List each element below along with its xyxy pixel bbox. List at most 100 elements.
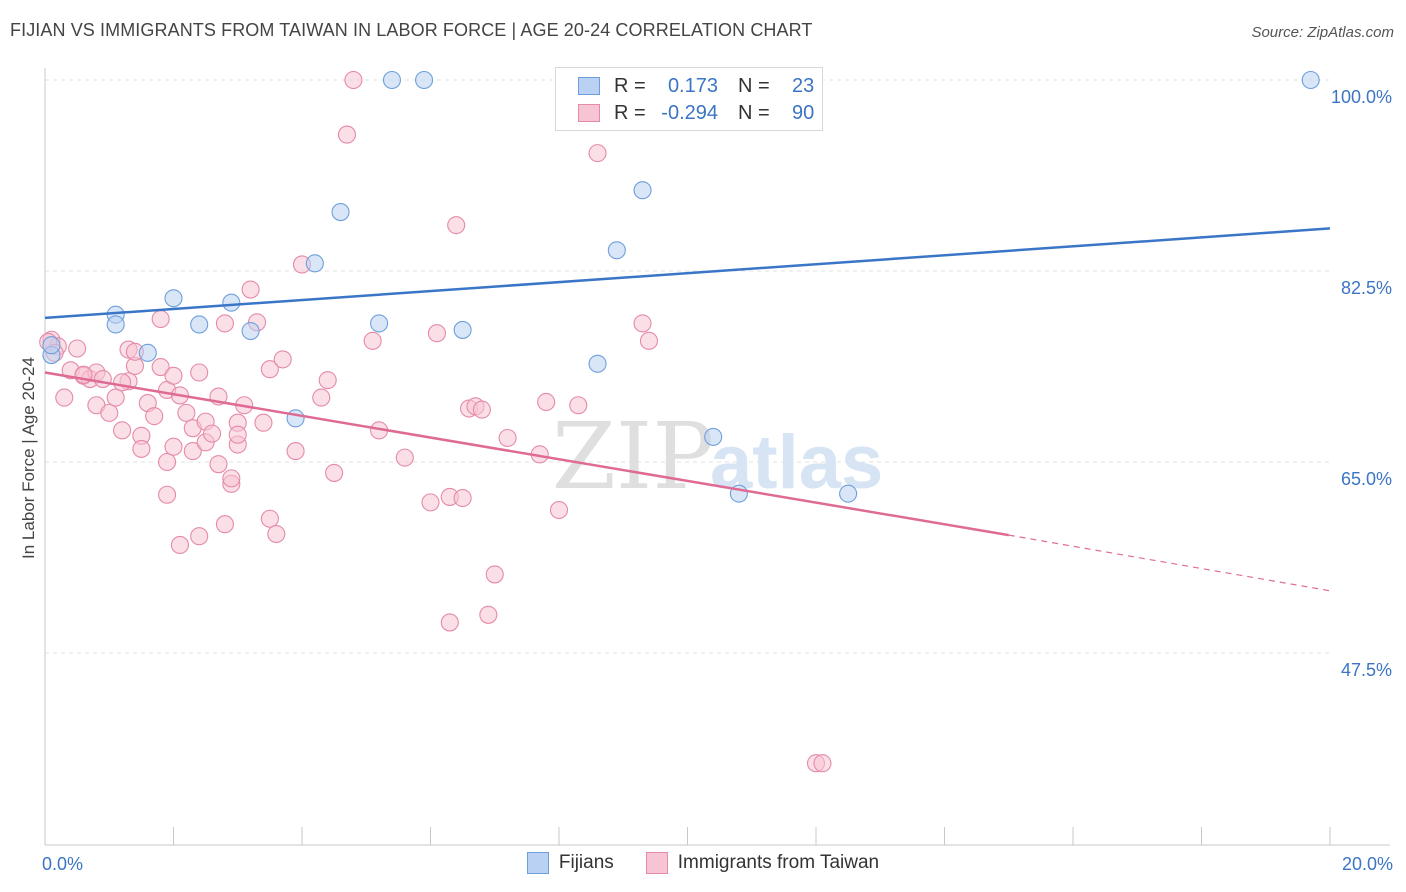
watermark-zip: ZIP (552, 403, 714, 510)
fijian-point (164, 289, 183, 308)
taiwan-point (260, 509, 279, 528)
legend-n-label: N = (738, 74, 770, 97)
taiwan-point (158, 485, 177, 504)
taiwan-point (440, 613, 459, 632)
fijian-point (704, 427, 723, 446)
taiwan-point (267, 524, 286, 544)
taiwan-point (228, 425, 247, 444)
taiwan-point (177, 403, 196, 422)
label-layer: 100.0% 82.5% 65.0% 47.5% 0.0% 20.0% (42, 87, 1393, 874)
taiwan-point (337, 125, 357, 144)
taiwan-r-value: -0.294 (661, 101, 718, 124)
taiwan-point (106, 388, 125, 407)
watermark: ZIP atlas (552, 403, 883, 510)
fijian-point (1301, 70, 1320, 90)
taiwan-point (164, 366, 183, 385)
taiwan-point (190, 527, 209, 546)
taiwan-point (549, 500, 569, 520)
taiwan-n-value: 90 (792, 101, 815, 124)
fijian-point (222, 293, 241, 312)
fijian-point (839, 484, 858, 503)
fijians-n-value: 23 (792, 74, 815, 97)
legend-row-taiwan: R = -0.294 N = 90 (578, 100, 814, 126)
y-tick-label: 65.0% (1341, 469, 1392, 489)
taiwan-point (215, 314, 234, 333)
taiwan-point (421, 493, 440, 512)
fijian-point (331, 203, 350, 222)
fijian-point (415, 70, 434, 90)
fijian-points (42, 70, 1320, 503)
x-tick-label-min: 0.0% (42, 854, 83, 874)
taiwan-point (164, 437, 183, 456)
taiwan-point (183, 442, 202, 461)
taiwan-point (190, 363, 209, 382)
y-tick-label: 100.0% (1331, 87, 1392, 107)
fijians-swatch (578, 77, 600, 95)
fijian-point (42, 336, 61, 355)
taiwan-trend-extension (1008, 534, 1331, 592)
taiwan-legend-label: Immigrants from Taiwan (677, 852, 880, 873)
taiwan-point (254, 413, 273, 432)
taiwan-point (158, 452, 177, 472)
trend-layer (44, 227, 1331, 592)
taiwan-point (472, 400, 491, 419)
x-tick-label-max: 20.0% (1342, 854, 1393, 874)
fijian-point (106, 315, 125, 334)
taiwan-point (260, 360, 279, 379)
fijian-point (286, 409, 305, 428)
taiwan-point (93, 370, 112, 389)
fijians-legend-swatch (526, 852, 549, 874)
taiwan-point (312, 388, 331, 407)
legend-row-fijians: R = 0.173 N = 23 (578, 73, 814, 99)
taiwan-point (113, 421, 132, 440)
y-tick-label: 82.5% (1341, 278, 1392, 298)
legend-item-fijians: Fijians (526, 852, 614, 874)
taiwan-trend-line (44, 371, 1009, 537)
fijian-point (588, 354, 607, 373)
fijians-r-value: 0.173 (667, 74, 718, 97)
taiwan-point (427, 324, 446, 343)
taiwan-point (170, 535, 189, 554)
fijians-legend-label: Fijians (558, 852, 614, 873)
taiwan-point (537, 392, 556, 412)
y-axis-label: In Labor Force | Age 20-24 (19, 357, 38, 559)
taiwan-point (633, 314, 652, 333)
taiwan-point (325, 463, 344, 482)
taiwan-point (363, 331, 382, 350)
taiwan-point (209, 455, 228, 474)
taiwan-point (498, 428, 517, 448)
fijian-point (607, 241, 626, 260)
chart-title: FIJIAN VS IMMIGRANTS FROM TAIWAN IN LABO… (10, 20, 813, 40)
taiwan-point (68, 339, 87, 358)
fijians-trend-line (44, 227, 1331, 320)
taiwan-point (215, 515, 234, 534)
taiwan-point (447, 216, 466, 235)
legend-n-label: N = (738, 101, 770, 124)
fijian-point (190, 315, 209, 334)
taiwan-point (100, 403, 119, 422)
stats-legend: R = 0.173 N = 23 R = -0.294 N = 90 (555, 67, 823, 131)
series-legend: Fijians Immigrants from Taiwan (0, 852, 1406, 874)
taiwan-point (286, 442, 305, 461)
taiwan-point (588, 144, 607, 163)
taiwan-point (222, 469, 241, 488)
taiwan-point (479, 605, 498, 624)
taiwan-point (318, 371, 337, 390)
taiwan-point (344, 70, 363, 90)
taiwan-legend-swatch (645, 852, 668, 874)
taiwan-point (151, 357, 170, 377)
grid-layer (45, 79, 1330, 654)
taiwan-point (55, 388, 74, 407)
taiwan-point (151, 309, 170, 329)
legend-r-label: R = (614, 101, 646, 124)
fijian-point (382, 70, 402, 90)
fijian-point (633, 181, 652, 200)
fijian-point (370, 314, 389, 333)
taiwan-point (813, 754, 832, 773)
fijian-point (453, 320, 472, 339)
axis-layer (44, 68, 1390, 846)
taiwan-point (639, 331, 659, 350)
taiwan-point (145, 407, 164, 426)
taiwan-point (203, 424, 222, 443)
